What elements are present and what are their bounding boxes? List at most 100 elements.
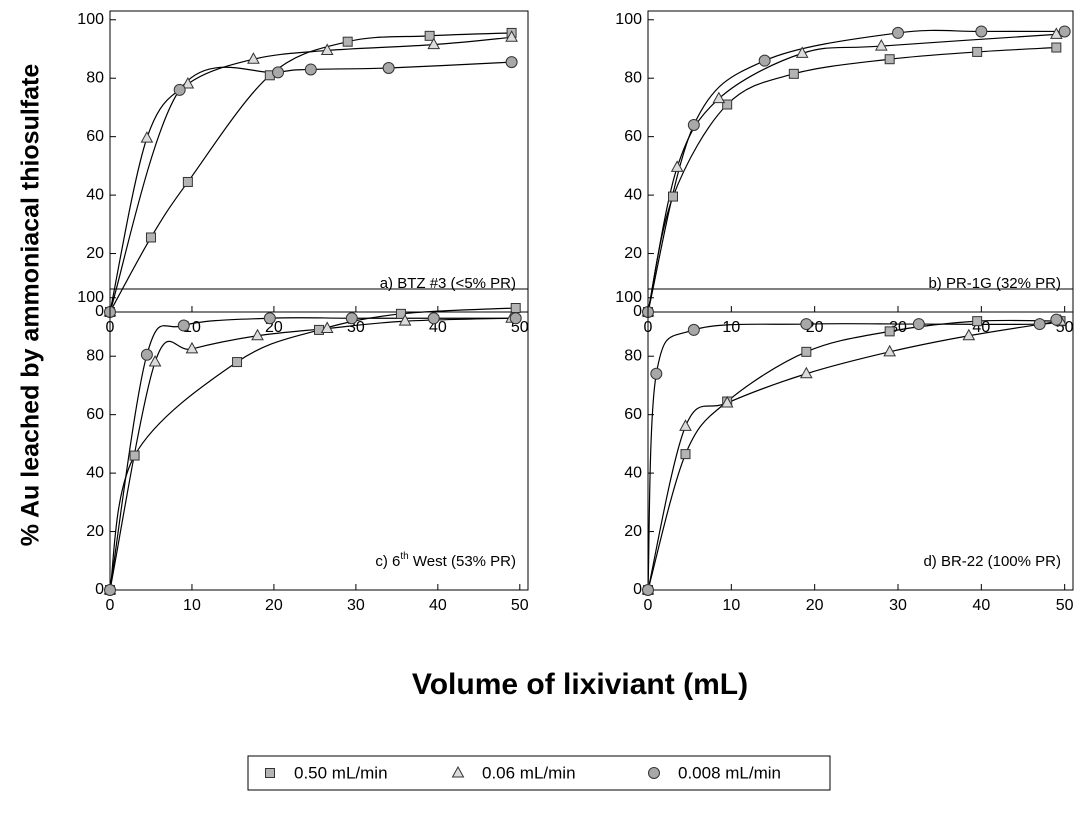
- y-tick-label: 100: [615, 289, 642, 306]
- panel-annotation: b) PR-1G (32% PR): [928, 275, 1061, 292]
- y-tick-label: 40: [624, 186, 642, 203]
- y-axis-label: % Au leached by ammoniacal thiosulfate: [17, 64, 45, 547]
- marker-circle: [1050, 313, 1063, 326]
- marker-square: [788, 68, 799, 79]
- marker-circle: [427, 312, 440, 325]
- x-tick-label: 0: [644, 597, 653, 614]
- marker-triangle: [148, 355, 162, 367]
- fit-curve: [109, 317, 516, 591]
- y-tick-label: 100: [615, 11, 642, 28]
- panel-annotation: a) BTZ #3 (<5% PR): [380, 275, 516, 292]
- panel-annotation: c) 6th West (53% PR): [375, 551, 516, 570]
- legend-label: 0.008 mL/min: [678, 763, 781, 782]
- marker-square: [884, 54, 895, 65]
- marker-triangle: [679, 419, 692, 431]
- marker-square: [265, 768, 275, 778]
- legend-label: 0.50 mL/min: [294, 763, 388, 782]
- fit-curve: [109, 307, 516, 591]
- y-tick-label: 0: [95, 303, 104, 320]
- y-tick-label: 80: [624, 347, 642, 364]
- y-tick-label: 40: [86, 464, 104, 481]
- marker-triangle: [670, 160, 684, 172]
- marker-square: [232, 357, 243, 368]
- fit-curve: [647, 29, 1065, 313]
- y-tick-label: 80: [624, 69, 642, 86]
- marker-circle: [650, 367, 663, 380]
- annotation-part: a) BTZ #3 (<5% PR): [380, 275, 516, 292]
- fit-curve: [647, 319, 1057, 591]
- fit-curve: [647, 320, 1061, 591]
- marker-square: [884, 326, 895, 337]
- marker-circle: [648, 767, 660, 779]
- plot-frame: [109, 10, 529, 313]
- y-tick-label: 0: [633, 581, 642, 598]
- marker-triangle: [181, 77, 195, 89]
- y-tick-label: 20: [624, 523, 642, 540]
- marker-circle: [975, 25, 988, 38]
- marker-triangle: [799, 366, 813, 379]
- marker-square: [424, 30, 435, 41]
- annotation-part: d) BR-22 (100% PR): [923, 553, 1061, 570]
- fit-curve: [109, 317, 512, 591]
- marker-triangle: [451, 765, 465, 778]
- y-tick-label: 20: [86, 245, 104, 262]
- marker-triangle: [720, 395, 734, 408]
- marker-circle: [758, 54, 771, 67]
- marker-triangle: [320, 43, 334, 55]
- marker-square: [722, 99, 733, 110]
- marker-circle: [687, 323, 700, 336]
- marker-triangle: [247, 52, 260, 64]
- marker-circle: [272, 66, 285, 79]
- y-tick-label: 80: [86, 347, 104, 364]
- marker-triangle: [505, 30, 518, 42]
- marker-circle: [1033, 318, 1046, 331]
- marker-circle: [800, 318, 813, 331]
- y-tick-label: 20: [624, 245, 642, 262]
- marker-square: [972, 316, 983, 327]
- marker-circle: [104, 584, 116, 596]
- marker-triangle: [251, 328, 264, 341]
- y-tick-label: 0: [633, 303, 642, 320]
- marker-square: [342, 36, 353, 47]
- marker-circle: [509, 312, 522, 325]
- x-tick-label: 30: [889, 597, 907, 614]
- plot-frame: [109, 288, 529, 591]
- annotation-part: c) 6: [375, 553, 400, 570]
- plot-frame: [647, 288, 1074, 591]
- y-tick-label: 80: [86, 69, 104, 86]
- plot-frame: [647, 10, 1074, 313]
- marker-square: [1051, 42, 1062, 53]
- marker-triangle: [962, 328, 976, 341]
- y-tick-label: 20: [86, 523, 104, 540]
- y-tick-label: 60: [624, 406, 642, 423]
- marker-triangle: [712, 91, 726, 104]
- annotation-part: b) PR-1G (32% PR): [928, 275, 1061, 292]
- marker-circle: [345, 312, 358, 325]
- x-tick-label: 40: [429, 597, 447, 614]
- marker-triangle: [883, 344, 897, 357]
- y-tick-label: 60: [86, 406, 104, 423]
- x-tick-label: 20: [265, 597, 283, 614]
- marker-triangle: [140, 131, 154, 143]
- y-tick-label: 60: [624, 128, 642, 145]
- legend-box: [247, 755, 831, 791]
- marker-square: [145, 232, 156, 243]
- x-axis-label: Volume of lixiviant (mL): [412, 668, 748, 701]
- panel-annotation: d) BR-22 (100% PR): [923, 553, 1061, 570]
- y-tick-label: 100: [77, 11, 104, 28]
- x-tick-label: 50: [1056, 597, 1074, 614]
- fit-curve: [647, 33, 1057, 313]
- marker-circle: [263, 312, 276, 325]
- marker-square: [680, 449, 691, 460]
- annotation-part: th: [400, 551, 408, 562]
- marker-square: [395, 308, 406, 319]
- fit-curve: [647, 46, 1057, 313]
- marker-triangle: [320, 321, 334, 333]
- marker-circle: [140, 348, 153, 361]
- marker-triangle: [427, 37, 441, 50]
- fit-curve: [109, 36, 512, 313]
- marker-circle: [687, 118, 700, 131]
- marker-square: [182, 176, 193, 187]
